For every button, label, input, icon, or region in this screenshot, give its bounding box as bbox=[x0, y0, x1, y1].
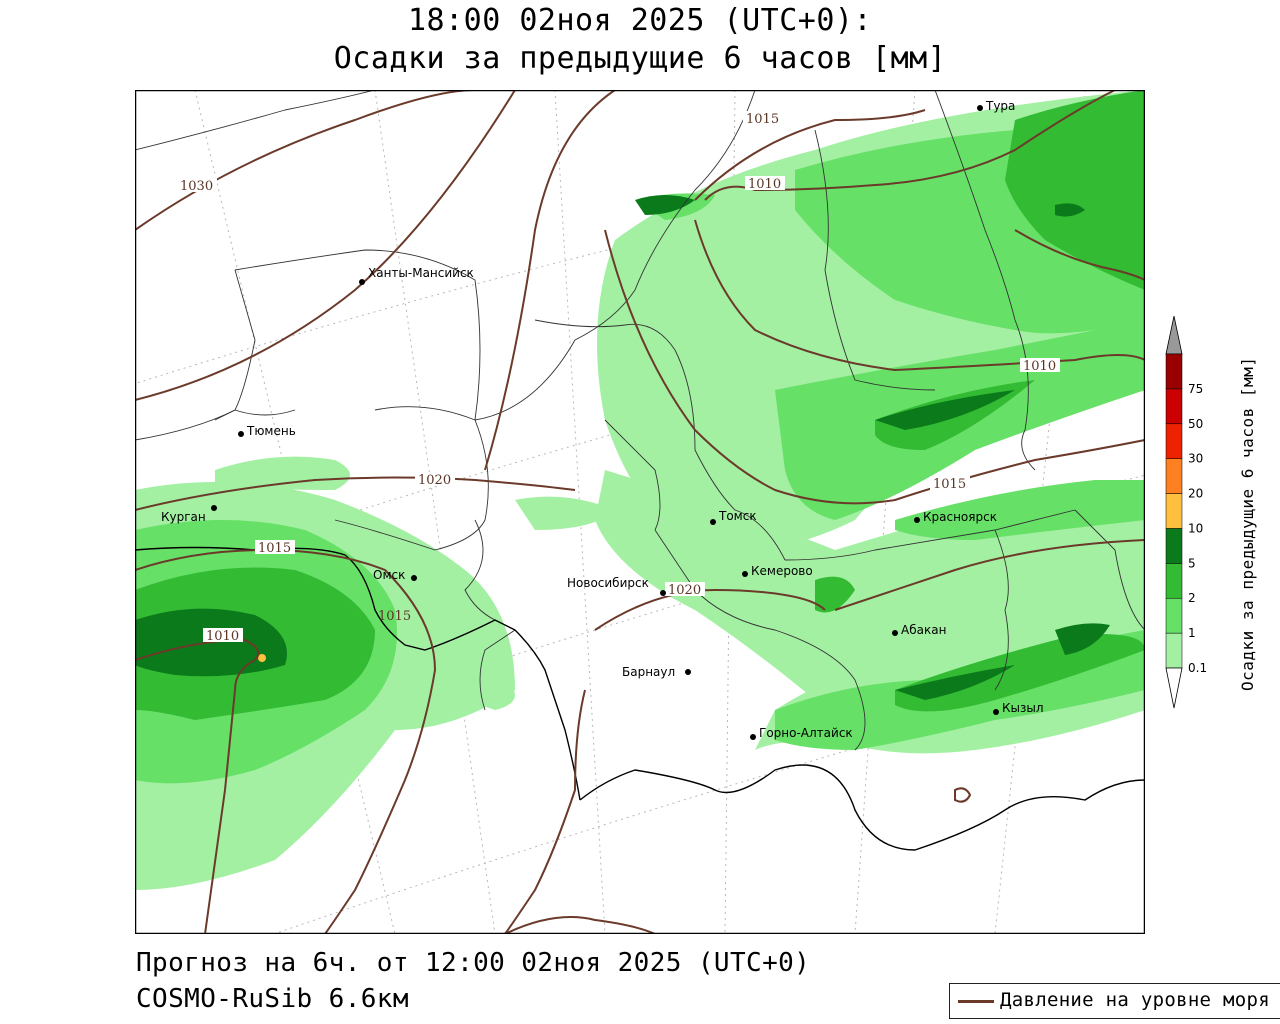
isobar-label: 1015 bbox=[378, 609, 411, 624]
city-khanty-mansiysk: Ханты-Мансийск bbox=[359, 266, 474, 285]
city-label: Кемерово bbox=[751, 564, 813, 578]
pressure-legend: Давление на уровне моря bbox=[949, 983, 1280, 1019]
city-label: Тура bbox=[985, 99, 1015, 113]
colorbar-labels: 0.1 1 2 5 10 20 30 50 75 bbox=[1188, 382, 1207, 675]
city-label: Ханты-Мансийск bbox=[368, 266, 474, 280]
colorbar-bands bbox=[1165, 353, 1183, 669]
colorbar-band bbox=[1165, 353, 1183, 390]
map-subtitle: Осадки за предыдущие 6 часов [мм] bbox=[333, 41, 947, 76]
precip-colorbar: 0.1 1 2 5 10 20 30 50 75 bbox=[1165, 316, 1207, 709]
colorbar-band bbox=[1165, 388, 1183, 425]
city-novosibirsk: Новосибирск bbox=[567, 576, 666, 596]
forecast-info: Прогноз на 6ч. от 12:00 02ноя 2025 (UTC+… bbox=[136, 948, 811, 978]
colorbar-band bbox=[1165, 423, 1183, 459]
isobar-label: 1020 bbox=[418, 473, 451, 488]
isobar-label: 1010 bbox=[206, 629, 239, 644]
city-kurgan: Курган bbox=[161, 505, 217, 524]
map-title: 18:00 02ноя 2025 (UTC+0): bbox=[407, 3, 873, 38]
isobar-label: 1020 bbox=[668, 583, 701, 598]
isobar-labels: 1015 1010 1030 1020 1015 1010 1015 1020 … bbox=[177, 111, 1060, 644]
city-tura: Тура bbox=[977, 99, 1015, 113]
city-barnaul: Барнаул bbox=[622, 665, 691, 679]
city-kyzyl: Кызыл bbox=[993, 701, 1044, 715]
precipitation-map: 1015 1010 1030 1020 1015 1010 1015 1020 … bbox=[135, 90, 1145, 934]
city-label: Курган bbox=[161, 510, 206, 524]
city-abakan: Абакан bbox=[892, 623, 946, 637]
isobars bbox=[135, 90, 1145, 934]
city-label: Томск bbox=[718, 509, 757, 523]
city-tomsk: Томск bbox=[710, 509, 757, 525]
cities: Тура Ханты-Мансийск Тюмень Курган Омск Т… bbox=[161, 99, 1044, 740]
colorbar-top-arrow bbox=[1165, 316, 1183, 355]
colorbar-level-label: 50 bbox=[1188, 417, 1203, 431]
city-label: Абакан bbox=[901, 623, 946, 637]
colorbar-title-text: Осадки за предыдущие 6 часов [мм] bbox=[1238, 356, 1257, 691]
colorbar-band bbox=[1165, 597, 1183, 634]
colorbar-bottom-arrow bbox=[1165, 667, 1183, 709]
isobar-label: 1015 bbox=[746, 112, 779, 127]
city-omsk: Омск bbox=[373, 568, 417, 582]
colorbar-level-label: 75 bbox=[1188, 382, 1203, 396]
city-kemerovo: Кемерово bbox=[742, 564, 813, 578]
model-name: COSMO-RuSib 6.6км bbox=[136, 984, 409, 1014]
colorbar-band bbox=[1165, 632, 1183, 669]
city-label: Кызыл bbox=[1002, 701, 1044, 715]
colorbar-level-label: 1 bbox=[1188, 626, 1196, 640]
colorbar-band bbox=[1165, 493, 1183, 529]
colorbar-band bbox=[1165, 458, 1183, 494]
city-gorno-altaysk: Горно-Алтайск bbox=[750, 726, 853, 740]
colorbar-level-label: 20 bbox=[1188, 487, 1203, 501]
precip-10-spot bbox=[258, 654, 266, 662]
city-label: Барнаул bbox=[622, 665, 675, 679]
colorbar-title: Осадки за предыдущие 6 часов [мм] bbox=[1234, 333, 1264, 693]
colorbar-level-label: 5 bbox=[1188, 556, 1196, 570]
city-label: Новосибирск bbox=[567, 576, 649, 590]
colorbar-level-label: 10 bbox=[1188, 521, 1203, 535]
region-borders bbox=[135, 90, 1145, 751]
city-tyumen: Тюмень bbox=[238, 424, 296, 438]
pressure-legend-line bbox=[958, 1000, 994, 1003]
pressure-legend-label: Давление на уровне моря bbox=[1000, 989, 1270, 1011]
city-label: Красноярск bbox=[923, 510, 997, 524]
city-label: Тюмень bbox=[246, 424, 296, 438]
city-label: Омск bbox=[373, 568, 405, 582]
colorbar-level-label: 2 bbox=[1188, 591, 1196, 605]
colorbar-band bbox=[1165, 528, 1183, 564]
city-krasnoyarsk: Красноярск bbox=[914, 510, 997, 524]
map-frame bbox=[135, 90, 1145, 934]
isobar-label: 1010 bbox=[748, 177, 781, 192]
colorbar-level-label: 0.1 bbox=[1188, 661, 1207, 675]
city-label: Горно-Алтайск bbox=[759, 726, 853, 740]
colorbar-level-label: 30 bbox=[1188, 452, 1203, 466]
colorbar-band bbox=[1165, 563, 1183, 599]
isobar-label: 1010 bbox=[1023, 359, 1056, 374]
isobar-label: 1015 bbox=[933, 477, 966, 492]
isobar-label: 1030 bbox=[180, 179, 213, 194]
isobar-label: 1015 bbox=[258, 541, 291, 556]
